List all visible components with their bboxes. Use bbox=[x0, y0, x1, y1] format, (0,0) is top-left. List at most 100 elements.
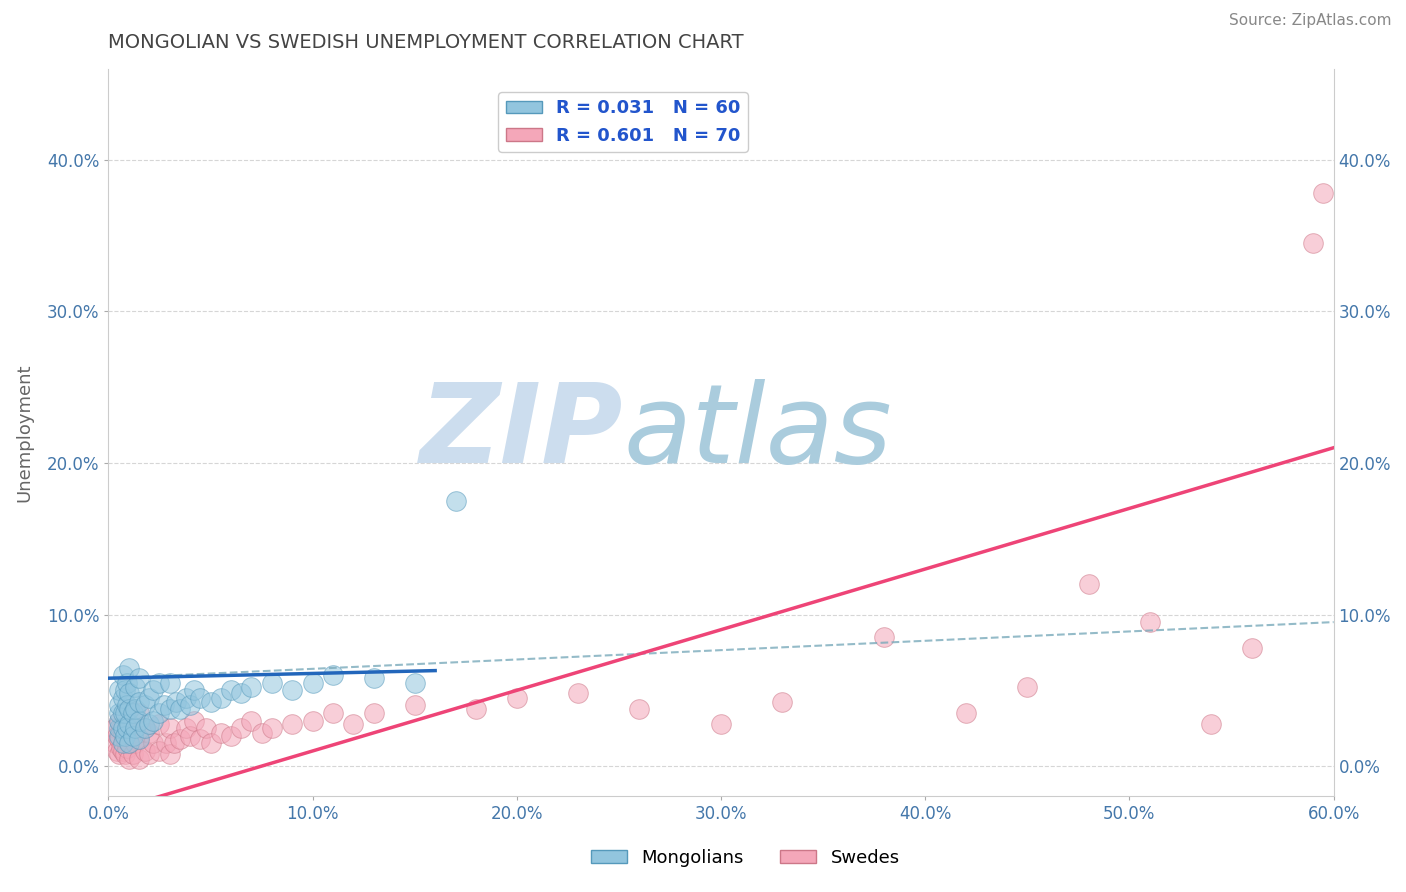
Point bbox=[404, 698, 426, 713]
Point bbox=[105, 729, 128, 743]
Point bbox=[301, 714, 323, 728]
Point bbox=[174, 721, 197, 735]
Point bbox=[118, 701, 141, 715]
Point bbox=[122, 729, 145, 743]
Point bbox=[111, 690, 134, 705]
Point bbox=[1312, 186, 1334, 200]
Point bbox=[240, 714, 263, 728]
Text: MONGOLIAN VS SWEDISH UNEMPLOYMENT CORRELATION CHART: MONGOLIAN VS SWEDISH UNEMPLOYMENT CORREL… bbox=[108, 33, 744, 52]
Point bbox=[710, 716, 733, 731]
Point bbox=[128, 714, 150, 728]
Point bbox=[159, 701, 181, 715]
Point bbox=[955, 706, 977, 720]
Point bbox=[363, 671, 385, 685]
Point bbox=[107, 731, 129, 746]
Point bbox=[209, 690, 232, 705]
Point bbox=[138, 747, 160, 761]
Text: ZIP: ZIP bbox=[419, 379, 623, 486]
Point bbox=[118, 660, 141, 674]
Point bbox=[174, 690, 197, 705]
Point bbox=[134, 721, 156, 735]
Point bbox=[115, 675, 138, 690]
Point bbox=[165, 695, 187, 709]
Point bbox=[342, 716, 364, 731]
Point bbox=[103, 736, 125, 750]
Point bbox=[124, 701, 146, 715]
Point bbox=[169, 731, 191, 746]
Point bbox=[188, 690, 211, 705]
Point bbox=[465, 701, 488, 715]
Point bbox=[107, 714, 129, 728]
Point bbox=[111, 736, 134, 750]
Point bbox=[159, 721, 181, 735]
Point bbox=[114, 731, 136, 746]
Legend: Mongolians, Swedes: Mongolians, Swedes bbox=[583, 842, 907, 874]
Point bbox=[114, 747, 136, 761]
Point bbox=[1199, 716, 1222, 731]
Point bbox=[118, 686, 141, 700]
Point bbox=[107, 747, 129, 761]
Point bbox=[124, 680, 146, 694]
Point bbox=[179, 729, 201, 743]
Point bbox=[567, 686, 589, 700]
Y-axis label: Unemployment: Unemployment bbox=[15, 363, 32, 502]
Point bbox=[148, 744, 170, 758]
Point bbox=[183, 683, 205, 698]
Point bbox=[107, 721, 129, 735]
Point bbox=[124, 736, 146, 750]
Point bbox=[134, 721, 156, 735]
Point bbox=[240, 680, 263, 694]
Point bbox=[1077, 577, 1099, 591]
Point bbox=[110, 740, 132, 755]
Point bbox=[1017, 680, 1039, 694]
Point bbox=[200, 695, 222, 709]
Point bbox=[122, 706, 145, 720]
Point bbox=[1240, 640, 1263, 655]
Point bbox=[231, 721, 253, 735]
Point bbox=[138, 725, 160, 739]
Point bbox=[363, 706, 385, 720]
Point bbox=[115, 698, 138, 713]
Point bbox=[209, 725, 232, 739]
Point bbox=[103, 721, 125, 735]
Text: atlas: atlas bbox=[623, 379, 891, 486]
Point bbox=[444, 493, 467, 508]
Point bbox=[118, 751, 141, 765]
Point bbox=[1139, 615, 1161, 629]
Point bbox=[142, 736, 165, 750]
Point bbox=[183, 714, 205, 728]
Point bbox=[142, 683, 165, 698]
Point bbox=[195, 721, 218, 735]
Point bbox=[111, 744, 134, 758]
Point bbox=[105, 744, 128, 758]
Point bbox=[128, 751, 150, 765]
Point bbox=[118, 716, 141, 731]
Point bbox=[134, 698, 156, 713]
Point bbox=[152, 698, 174, 713]
Point bbox=[115, 740, 138, 755]
Point bbox=[118, 721, 141, 735]
Point bbox=[322, 706, 344, 720]
Point bbox=[506, 690, 529, 705]
Point bbox=[128, 706, 150, 720]
Point bbox=[107, 714, 129, 728]
Point bbox=[128, 731, 150, 746]
Point bbox=[107, 683, 129, 698]
Point bbox=[322, 668, 344, 682]
Point bbox=[128, 695, 150, 709]
Point bbox=[118, 736, 141, 750]
Point bbox=[107, 729, 129, 743]
Text: Source: ZipAtlas.com: Source: ZipAtlas.com bbox=[1229, 13, 1392, 29]
Point bbox=[110, 721, 132, 735]
Point bbox=[111, 706, 134, 720]
Point bbox=[200, 736, 222, 750]
Point bbox=[128, 731, 150, 746]
Point bbox=[122, 747, 145, 761]
Point bbox=[231, 686, 253, 700]
Legend: R = 0.031   N = 60, R = 0.601   N = 70: R = 0.031 N = 60, R = 0.601 N = 70 bbox=[498, 92, 748, 152]
Point bbox=[111, 668, 134, 682]
Point bbox=[163, 736, 186, 750]
Point bbox=[1302, 235, 1324, 250]
Point bbox=[138, 690, 160, 705]
Point bbox=[107, 706, 129, 720]
